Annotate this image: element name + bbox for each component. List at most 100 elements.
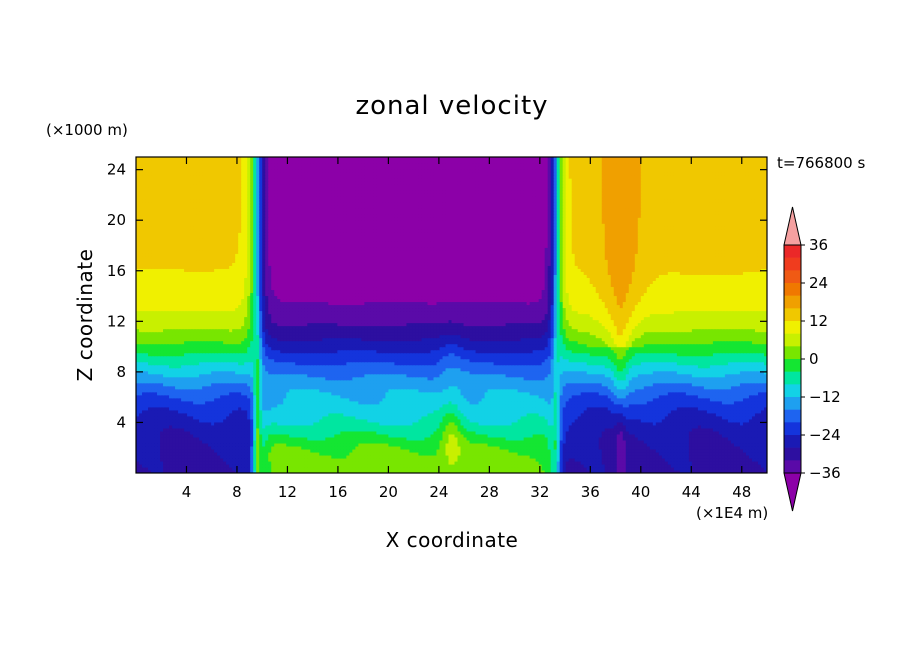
field-cell [544, 460, 549, 465]
field-cell [637, 421, 642, 426]
field-cell [244, 445, 248, 450]
field-cell [160, 439, 164, 444]
field-cell [586, 439, 591, 444]
field-cell [613, 433, 618, 438]
field-cell [598, 424, 603, 429]
field-cell [271, 451, 275, 456]
field-cell [430, 439, 435, 444]
field-cell [271, 469, 275, 473]
field-cell [709, 436, 714, 441]
field-cell [508, 427, 513, 432]
field-cell [655, 421, 660, 426]
field-cell [424, 457, 429, 462]
field-cell [262, 469, 266, 473]
field-cell [214, 445, 218, 450]
field-cell [697, 448, 702, 453]
field-cell [481, 424, 486, 429]
field-cell [547, 430, 552, 435]
field-cell [226, 433, 230, 438]
field-cell [706, 463, 711, 468]
field-cell [244, 436, 248, 441]
field-cell [631, 451, 636, 456]
field-cell [415, 451, 420, 456]
field-cell [328, 439, 332, 444]
field-cell [592, 454, 597, 459]
field-cell [547, 448, 552, 453]
field-cell [673, 451, 678, 456]
field-cell [481, 451, 486, 456]
field-cell [598, 469, 603, 473]
field-cell [337, 430, 341, 435]
field-cell [316, 454, 320, 459]
field-cell [217, 436, 221, 441]
field-cell [685, 457, 690, 462]
field-cell [205, 445, 209, 450]
field-cell [238, 430, 242, 435]
field-cell [571, 433, 576, 438]
field-cell [748, 451, 753, 456]
field-cell [682, 457, 687, 462]
field-cell [676, 427, 681, 432]
field-cell [406, 427, 411, 432]
field-cell [169, 463, 173, 468]
field-cell [322, 436, 326, 441]
field-cell [214, 442, 218, 447]
field-cell [523, 463, 528, 468]
field-cell [544, 433, 549, 438]
field-cell [280, 442, 284, 447]
field-cell [640, 427, 645, 432]
field-cell [454, 439, 459, 444]
field-cell [217, 457, 221, 462]
field-cell [658, 421, 663, 426]
field-cell [433, 445, 438, 450]
field-cell [247, 433, 251, 438]
field-cell [181, 469, 185, 473]
field-cell [259, 439, 263, 444]
field-cell [484, 430, 489, 435]
field-cell [664, 445, 669, 450]
field-cell [715, 466, 720, 471]
field-cell [331, 469, 335, 473]
field-cell [676, 436, 681, 441]
field-cell [469, 424, 474, 429]
field-cell [307, 421, 311, 426]
field-cell [490, 445, 495, 450]
field-cell [475, 427, 480, 432]
field-cell [520, 442, 525, 447]
field-cell [754, 439, 759, 444]
field-cell [367, 442, 371, 447]
field-cell [574, 442, 579, 447]
field-cell [421, 460, 426, 465]
field-cell [577, 466, 582, 471]
field-cell [637, 433, 642, 438]
field-cell [625, 427, 630, 432]
field-cell [229, 442, 233, 447]
field-cell [547, 445, 552, 450]
field-cell [370, 430, 374, 435]
field-cell [166, 427, 170, 432]
field-cell [334, 466, 338, 471]
field-cell [700, 463, 705, 468]
field-cell [226, 457, 230, 462]
field-cell [364, 460, 368, 465]
field-cell [727, 451, 732, 456]
field-cell [595, 427, 600, 432]
field-cell [262, 463, 266, 468]
field-cell [535, 430, 540, 435]
field-cell [193, 460, 197, 465]
field-cell [220, 454, 224, 459]
field-cell [691, 433, 696, 438]
field-cell [403, 442, 408, 447]
field-cell [751, 433, 756, 438]
field-cell [607, 433, 612, 438]
field-cell [628, 448, 633, 453]
field-cell [505, 457, 510, 462]
field-cell [379, 445, 383, 450]
field-cell [355, 460, 359, 465]
field-cell [445, 424, 450, 429]
field-cell [406, 460, 411, 465]
field-cell [241, 463, 245, 468]
field-cell [568, 445, 573, 450]
field-cell [199, 451, 203, 456]
field-cell [202, 463, 206, 468]
